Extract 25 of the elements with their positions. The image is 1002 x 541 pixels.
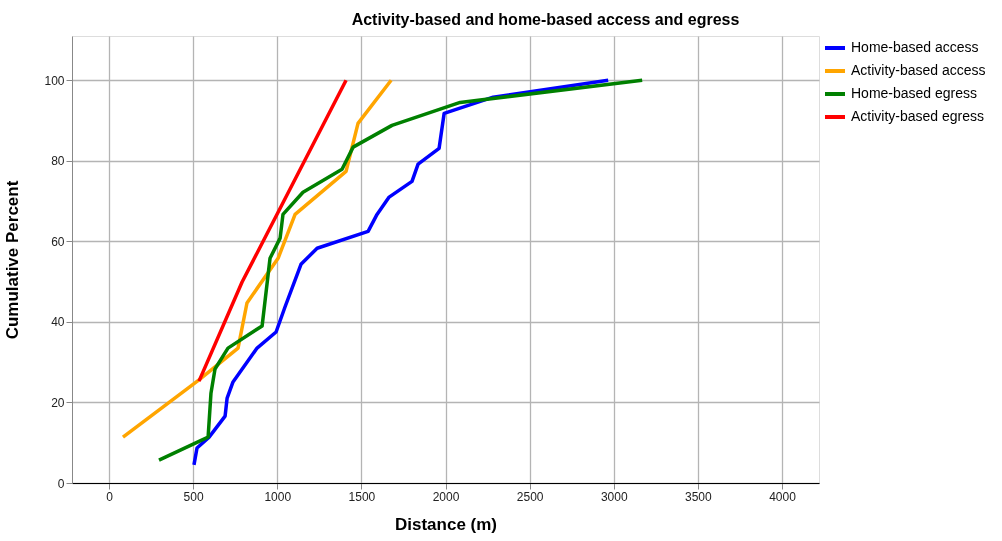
legend-label: Home-based egress [851, 85, 978, 101]
line-series [157, 78, 644, 462]
y-tick-label: 60 [51, 234, 65, 249]
x-tick-label: 2000 [432, 489, 460, 504]
y-axis-title: Cumulative Percent [3, 180, 23, 340]
y-tick-label: 80 [51, 154, 65, 169]
x-tick-label: 2500 [516, 489, 544, 504]
y-tick-label: 0 [57, 476, 65, 491]
line-series [121, 78, 393, 439]
y-tick-label: 100 [44, 73, 65, 88]
x-tick-label: 4000 [769, 489, 797, 504]
legend-label: Activity-based access [851, 62, 986, 78]
x-tick-label: 0 [106, 489, 114, 504]
x-tick-label: 500 [183, 489, 204, 504]
y-tick-label: 20 [51, 395, 65, 410]
legend-label: Home-based access [851, 39, 979, 55]
x-tick-label: 1500 [348, 489, 376, 504]
chart-title: Activity-based and home-based access and egress [351, 11, 740, 28]
line-series [192, 78, 610, 467]
x-tick-label: 3000 [600, 489, 628, 504]
x-tick-label: 1000 [264, 489, 292, 504]
x-axis-title: Distance (m) [394, 514, 498, 534]
y-tick-label: 40 [51, 315, 65, 330]
x-tick-label: 3500 [685, 489, 713, 504]
legend-label: Activity-based egress [851, 108, 985, 124]
